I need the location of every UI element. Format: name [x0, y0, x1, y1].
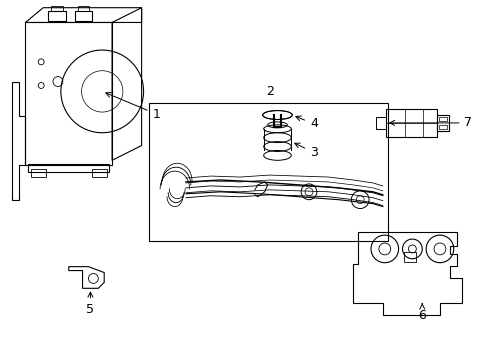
Bar [385, 109, 436, 137]
Text: 4: 4 [295, 116, 317, 130]
Bar [438, 125, 446, 129]
Bar [78, 6, 89, 11]
Bar [149, 103, 387, 241]
Text: 7: 7 [389, 116, 471, 129]
Bar [48, 11, 66, 21]
Bar [75, 11, 92, 21]
Text: 2: 2 [265, 85, 273, 98]
Bar [28, 164, 109, 172]
Text: 1: 1 [105, 93, 160, 121]
Text: 3: 3 [294, 143, 317, 159]
Bar [51, 6, 63, 11]
Text: 6: 6 [417, 304, 425, 322]
Bar [92, 169, 107, 177]
Bar [31, 169, 46, 177]
Bar [436, 115, 448, 131]
Bar [404, 252, 415, 262]
Bar [438, 117, 446, 121]
Bar [375, 117, 385, 129]
Text: 5: 5 [86, 292, 94, 316]
